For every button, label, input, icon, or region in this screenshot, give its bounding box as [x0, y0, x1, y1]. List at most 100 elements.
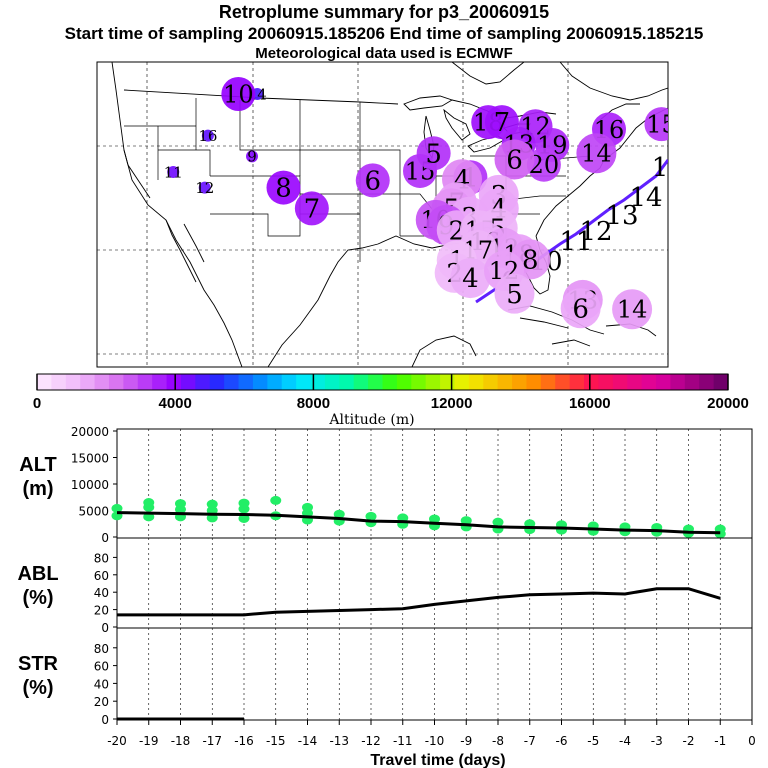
colorbar-segment: [468, 374, 484, 390]
x-tick-label: -2: [683, 734, 695, 748]
colorbar-segment: [224, 374, 240, 390]
trajectory-label: 12: [579, 217, 612, 247]
y-tick-label: 20: [94, 604, 109, 618]
trajectory-label: 1: [652, 153, 669, 183]
colorbar-segment: [137, 374, 153, 390]
altitude-point: [238, 513, 250, 523]
plume-markers: 1871213191615142061514347531092155161217…: [164, 77, 713, 341]
colorbar-segment: [51, 374, 67, 390]
plume-marker: [526, 147, 561, 182]
x-tick-label: 0: [748, 734, 756, 748]
altitude-point: [460, 516, 472, 526]
altitude-point: [333, 509, 345, 519]
y-tick-label: 60: [94, 569, 109, 583]
colorbar-segment: [80, 374, 96, 390]
x-tick-label: -9: [460, 734, 472, 748]
plume-marker: [450, 258, 491, 299]
colorbar-segment: [353, 374, 369, 390]
colorbar-segment: [180, 374, 196, 390]
colorbar-tick-label: 12000: [431, 395, 473, 412]
altitude-point: [492, 517, 504, 527]
plume-marker: [644, 107, 668, 142]
plume-label: 4: [462, 264, 479, 294]
panel-yunit: (%): [22, 587, 53, 609]
trajectory-label: 13: [605, 201, 638, 231]
colorbar-segment: [252, 374, 268, 390]
x-tick-label: -18: [171, 734, 191, 748]
colorbar-tick-label: 8000: [297, 395, 330, 412]
altitude-point: [238, 498, 250, 508]
plume-label: 2: [448, 216, 465, 246]
altitude-point: [111, 503, 123, 513]
colorbar-segment: [440, 374, 455, 390]
altitude-point: [429, 514, 440, 524]
altitude-point: [302, 502, 313, 512]
colorbar-segment: [483, 374, 499, 390]
x-axis: -20 -19 -18 -17 -16 -15 -14 -13 -12 -11 -10 -9 -8 -7-…: [107, 720, 756, 768]
colorbar-segment: [94, 374, 110, 390]
altitude-point: [270, 495, 282, 505]
plume-marker: [266, 170, 301, 205]
colorbar-segment: [368, 374, 383, 390]
x-tick-label: -8: [492, 734, 504, 748]
plume-marker: [355, 163, 390, 198]
plume-label: 15: [646, 111, 677, 139]
colorbar-segment: [108, 374, 124, 390]
plume-label: 12: [195, 179, 214, 197]
colorbar-segment: [555, 374, 571, 390]
x-tick-label: -20: [107, 734, 127, 748]
time-series-panels: 05000100001500020000ALT(m)020406080ABL(%…: [17, 425, 755, 768]
panel-yunit: (%): [22, 677, 53, 699]
colorbar-tick-label: 0: [33, 395, 41, 412]
plume-label: 14: [617, 296, 648, 324]
plume-label: 7: [304, 195, 321, 225]
colorbar-segment: [699, 374, 715, 390]
colorbar-segment: [411, 374, 427, 390]
plume-marker: [416, 136, 451, 171]
y-tick-label: 0: [101, 713, 109, 727]
colorbar-segment: [324, 374, 340, 390]
colorbar-segment: [281, 374, 297, 390]
colorbar-segment: [584, 374, 599, 390]
colorbar-segment: [454, 374, 470, 390]
plume-marker: [198, 181, 211, 194]
colorbar-segment: [425, 374, 441, 390]
colorbar-segment: [526, 374, 542, 390]
trajectory-label: 11: [559, 227, 592, 257]
plume-marker: [201, 129, 214, 142]
y-tick-label: 80: [94, 551, 109, 565]
y-tick-label: 10000: [71, 478, 109, 492]
plume-label: 8: [685, 307, 702, 337]
plume-label: 11: [164, 163, 183, 181]
x-tick-label: -19: [139, 734, 159, 748]
y-tick-label: 0: [101, 531, 109, 545]
colorbar-segment: [627, 374, 643, 390]
colorbar-segment: [612, 374, 628, 390]
plume-marker: [560, 288, 601, 329]
plume-label: 7: [494, 108, 511, 138]
colorbar-segment: [540, 374, 556, 390]
plume-label: 6: [506, 146, 523, 176]
colorbar-label: Altitude (m): [328, 412, 414, 428]
x-tick-label: -4: [619, 734, 631, 748]
plume-marker: [673, 301, 713, 341]
chart-subtitle: Start time of sampling 20060915.185206 E…: [64, 24, 704, 43]
colorbar-segment: [310, 374, 326, 390]
x-tick-label: -1: [714, 734, 726, 748]
y-tick-label: 40: [94, 677, 109, 691]
colorbar-segment: [497, 374, 513, 390]
altitude-point: [365, 511, 377, 521]
x-tick-label: -15: [266, 734, 286, 748]
panel-ylabel: STR: [18, 653, 59, 675]
alt-line: [116, 511, 721, 535]
x-tick-label: -6: [556, 734, 568, 748]
y-tick-label: 80: [94, 642, 109, 656]
plume-label: 6: [364, 166, 381, 196]
colorbar-segment: [512, 374, 527, 390]
colorbar-segment: [123, 374, 139, 390]
colorbar-segment: [152, 374, 168, 390]
plume-marker: [494, 139, 535, 180]
colorbar-segment: [598, 374, 614, 390]
plume-label: 8: [275, 174, 292, 204]
